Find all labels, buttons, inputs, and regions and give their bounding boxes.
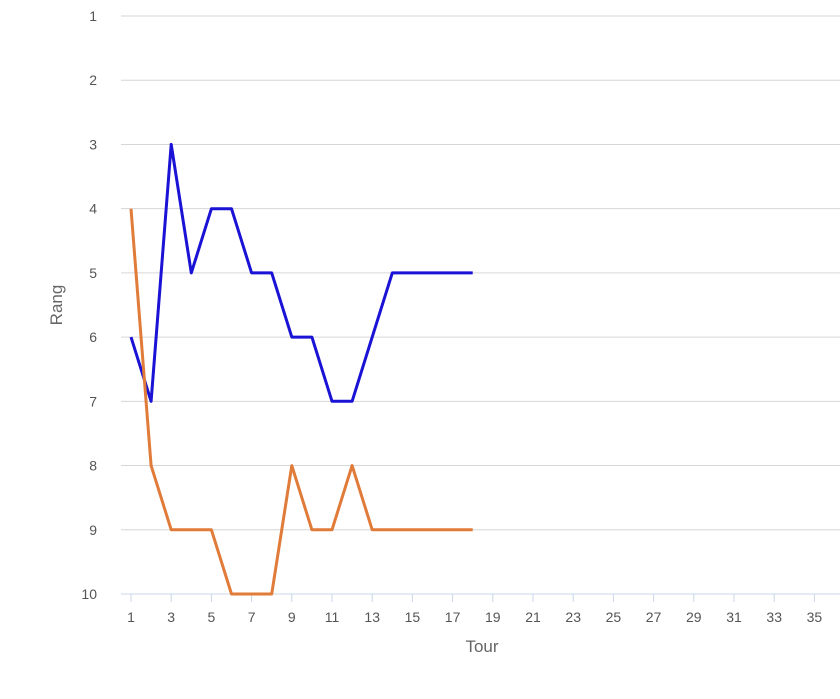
y-tick-label: 5 bbox=[89, 265, 97, 281]
y-tick-label: 7 bbox=[89, 393, 97, 409]
x-tick-label: 25 bbox=[606, 609, 622, 625]
x-axis: 1 3 5 7 9 11 13 15 17 19 21 23 25 27 29 31 33 35 bbox=[121, 593, 840, 625]
y-tick-label: 8 bbox=[89, 458, 97, 474]
y-axis-ticks: 1 2 3 4 5 6 7 8 9 10 bbox=[81, 8, 97, 602]
gridlines bbox=[121, 15, 840, 531]
x-tick-label: 5 bbox=[208, 609, 216, 625]
x-axis-title: Tour bbox=[465, 637, 498, 656]
series-line-1 bbox=[129, 142, 473, 403]
x-tick-label: 15 bbox=[405, 609, 421, 625]
x-tick-label: 13 bbox=[364, 609, 380, 625]
x-tick-label: 3 bbox=[167, 609, 175, 625]
y-axis-title: Rang bbox=[47, 285, 66, 326]
x-tick-label: 35 bbox=[807, 609, 823, 625]
series-line-2 bbox=[129, 208, 473, 596]
x-tick-label: 31 bbox=[726, 609, 742, 625]
y-tick-label: 10 bbox=[81, 586, 97, 602]
y-tick-label: 2 bbox=[89, 72, 97, 88]
y-tick-label: 4 bbox=[89, 201, 97, 217]
x-tick-label: 9 bbox=[288, 609, 296, 625]
x-tick-label: 11 bbox=[325, 609, 340, 625]
series-lines bbox=[129, 142, 473, 596]
x-tick-label: 7 bbox=[248, 609, 256, 625]
x-tick-label: 29 bbox=[686, 609, 702, 625]
x-tick-label: 19 bbox=[485, 609, 501, 625]
x-tick-label: 27 bbox=[646, 609, 662, 625]
y-tick-label: 9 bbox=[89, 522, 97, 538]
x-tick-label: 23 bbox=[565, 609, 581, 625]
y-tick-label: 6 bbox=[89, 329, 97, 345]
x-tick-label: 21 bbox=[525, 609, 541, 625]
y-tick-label: 3 bbox=[89, 136, 97, 152]
x-tick-label: 17 bbox=[445, 609, 461, 625]
x-tick-label: 1 bbox=[127, 609, 135, 625]
x-tick-label: 33 bbox=[766, 609, 782, 625]
y-tick-label: 1 bbox=[89, 8, 97, 24]
